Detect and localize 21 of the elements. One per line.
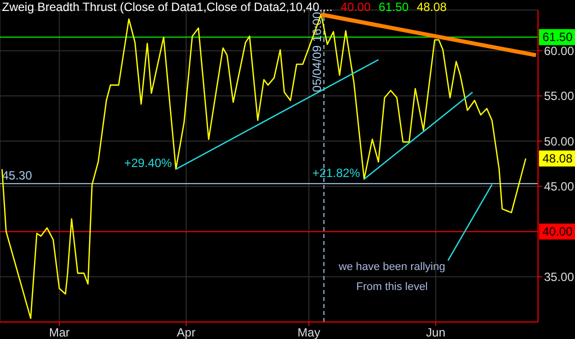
text: 61.50 bbox=[378, 0, 409, 14]
y-tick-label: 55.00 bbox=[544, 89, 574, 104]
annotation: we have been rallying bbox=[338, 261, 446, 273]
text: 40.00 bbox=[340, 0, 371, 14]
ref-line-label: 40.00 bbox=[542, 224, 573, 239]
y-tick-label: 45.00 bbox=[544, 180, 574, 194]
data-label: 48.08 bbox=[542, 151, 573, 166]
y-tick-label: 60.00 bbox=[544, 44, 574, 58]
annotation: +29.40% bbox=[124, 156, 172, 170]
x-tick-label: Apr bbox=[176, 326, 196, 339]
ref-line-label: 45.30 bbox=[2, 168, 32, 183]
annotation: From this level bbox=[355, 281, 429, 293]
text: 48.08 bbox=[416, 0, 447, 14]
x-tick-label: Jun bbox=[426, 326, 446, 339]
x-tick-label: May bbox=[298, 326, 320, 339]
x-tick-label: Mar bbox=[48, 326, 70, 339]
chart-title: Zweig Breadth Thrust (Close of Data1,Close of Data2,10,40,... bbox=[2, 0, 333, 14]
y-tick-label: 35.00 bbox=[544, 270, 574, 284]
annotation: +21.82% bbox=[312, 166, 360, 180]
ref-line-label: 61.50 bbox=[542, 30, 573, 44]
y-tick-label: 50.00 bbox=[544, 134, 574, 148]
